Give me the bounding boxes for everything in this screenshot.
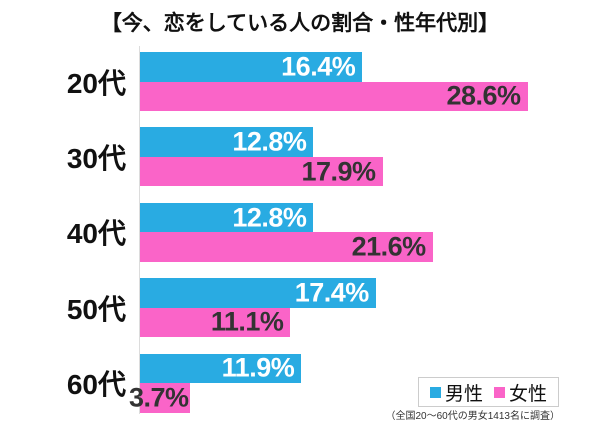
legend: 男性 女性 [418,377,559,407]
chart-title: 【今、恋をしている人の割合・性年代別】 [100,12,500,35]
group-row-3: 40代 12.8% 21.6% [0,202,600,262]
category-label: 40代 [66,218,126,250]
category-label: 50代 [66,293,126,325]
group-row-1: 20代 16.4% 28.6% [0,51,600,111]
bar-male: 12.8% [140,202,314,233]
bar-male: 12.8% [140,126,314,157]
value-label-male: 17.4% [294,277,370,308]
value-label-female: 28.6% [446,80,521,111]
category-label: 60代 [66,369,126,401]
bar-male: 11.9% [140,352,302,384]
value-label-female: 11.1% [210,306,284,337]
bar-female: 3.7% [129,382,191,413]
value-label-male: 12.8% [232,126,307,157]
group-row-5: 60代 11.9% 3.7% [0,352,600,413]
bar-male: 16.4% [140,51,363,82]
bar-female: 28.6% [140,80,528,111]
y-axis-line [139,46,140,414]
category-label: 20代 [66,67,126,99]
bar-female: 21.6% [140,232,433,262]
value-label-female: 3.7% [129,382,189,413]
legend-label-female: 女性 [509,383,548,405]
bar-female: 11.1% [140,306,291,338]
value-label-female: 21.6% [351,231,427,262]
legend-swatch-female [494,386,505,398]
value-label-male: 12.8% [232,202,307,233]
legend-item-female: 女性 [494,379,547,406]
group-row-4: 50代 17.4% 11.1% [0,277,600,338]
group-row-2: 30代 12.8% 17.9% [0,126,600,187]
legend-item-male: 男性 [429,379,483,406]
legend-label-male: 男性 [444,383,483,405]
value-label-female: 17.9% [301,156,376,187]
value-label-male: 11.9% [221,352,295,383]
footnote: （全国20〜60代の男女1413名に調査） [385,411,561,422]
legend-swatch-male [429,386,441,398]
value-label-male: 16.4% [281,51,356,82]
bar-female: 17.9% [140,156,383,187]
bar-male: 17.4% [140,277,376,308]
category-label: 30代 [66,142,126,174]
